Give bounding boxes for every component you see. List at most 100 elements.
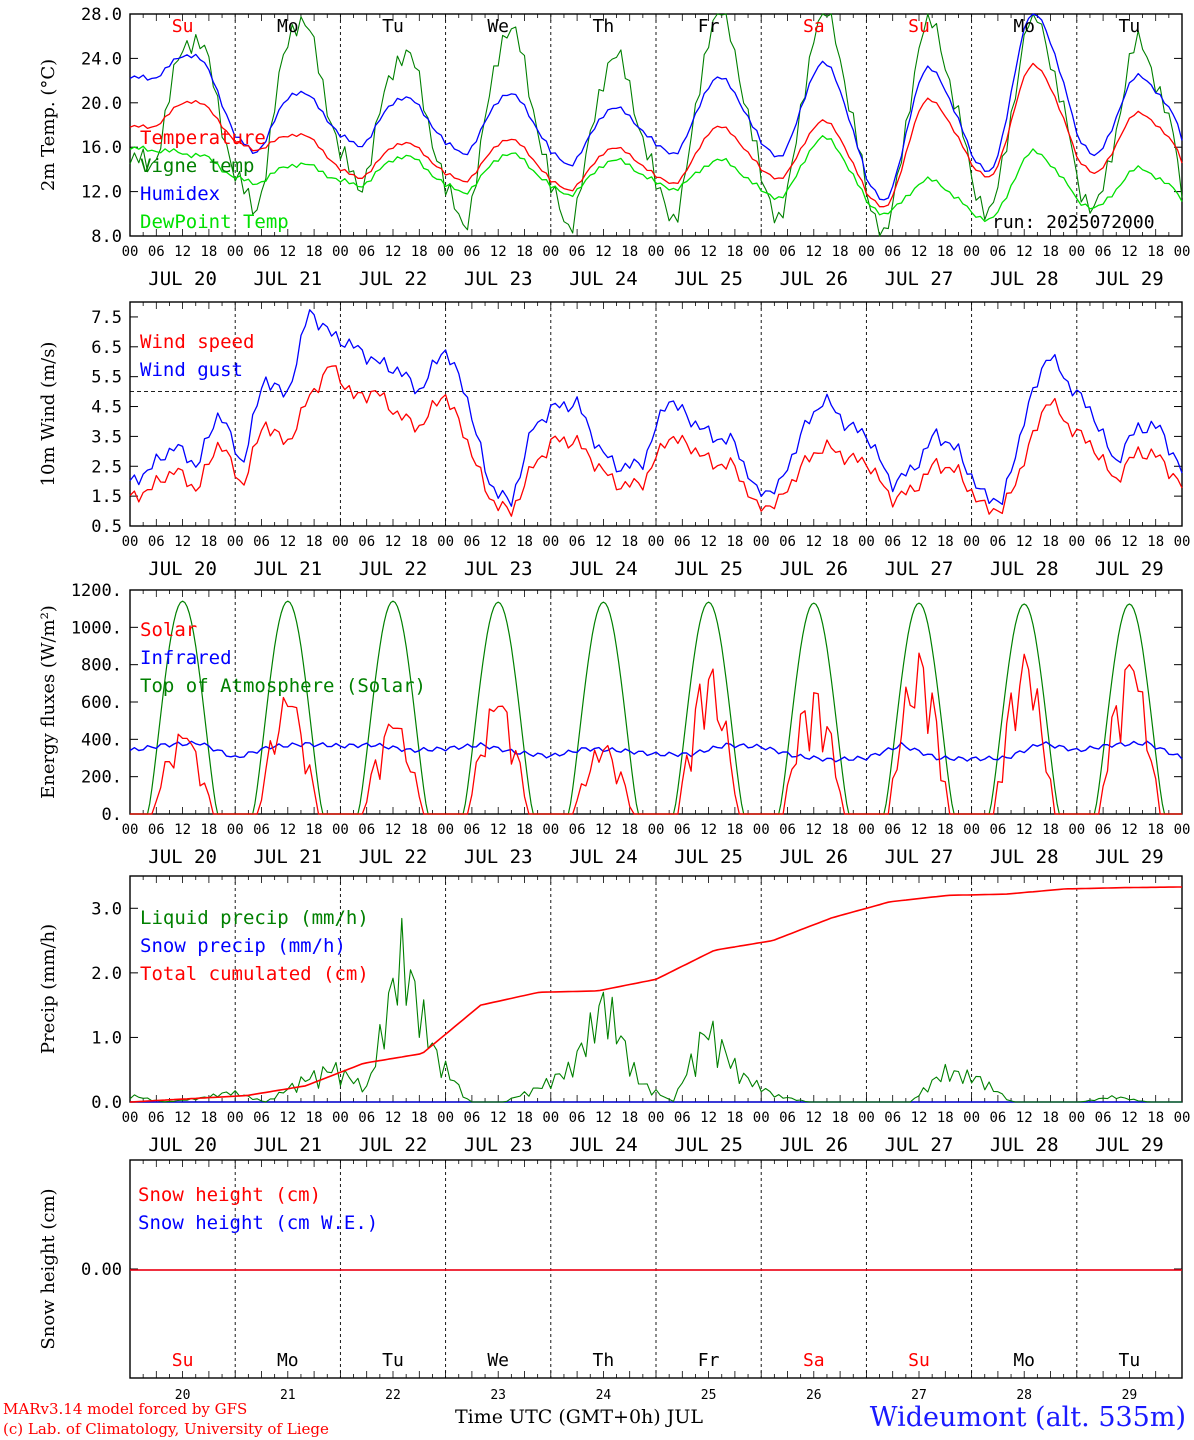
weekday-label: We	[487, 1350, 509, 1371]
hour-tick-label: 18	[411, 534, 428, 550]
weekday-label: Tu	[1119, 1350, 1141, 1371]
hour-tick-label: 12	[700, 534, 717, 550]
day-number: 25	[701, 1388, 717, 1403]
hour-tick-label: 00	[1068, 1110, 1085, 1126]
hour-tick-label: 06	[674, 534, 691, 550]
hour-tick-label: 06	[148, 534, 165, 550]
hour-tick-label: 00	[858, 244, 875, 260]
day-label: JUL 20	[148, 846, 217, 868]
hour-tick-label: 12	[911, 822, 928, 838]
day-number: 20	[175, 1388, 191, 1403]
hour-tick-label: 18	[306, 244, 323, 260]
y-tick-label: 12.0	[81, 183, 122, 203]
legend-entry: Humidex	[140, 183, 220, 205]
hour-tick-label: 00	[227, 244, 244, 260]
day-label: JUL 21	[253, 1134, 322, 1156]
y-tick-label: 800.	[81, 656, 122, 676]
day-label: JUL 28	[990, 558, 1059, 580]
hour-tick-label: 12	[911, 534, 928, 550]
y-tick-label: 5.5	[91, 368, 122, 388]
weekday-label: Mo	[277, 1350, 299, 1371]
run-annotation: run: 2025072000	[992, 212, 1155, 233]
weekday-label: Th	[593, 16, 615, 37]
series-solar	[130, 652, 1182, 815]
day-label: JUL 28	[990, 268, 1059, 290]
hour-tick-label: 06	[569, 1110, 586, 1126]
hour-tick-label: 06	[989, 1110, 1006, 1126]
y-axis-label: 10m Wind (m/s)	[38, 342, 59, 487]
hour-tick-label: 06	[779, 534, 796, 550]
hour-tick-label: 06	[779, 1110, 796, 1126]
day-label: JUL 26	[779, 1134, 848, 1156]
hour-tick-label: 06	[989, 534, 1006, 550]
hour-tick-label: 00	[542, 534, 559, 550]
y-tick-label: 24.0	[81, 49, 122, 69]
weekday-label: Mo	[1013, 1350, 1035, 1371]
y-tick-label: 0.00	[81, 1260, 122, 1280]
hour-tick-label: 00	[648, 822, 665, 838]
day-label: JUL 22	[359, 846, 428, 868]
hour-tick-label: 00	[963, 244, 980, 260]
hour-tick-label: 06	[253, 244, 270, 260]
hour-tick-label: 12	[1121, 1110, 1138, 1126]
panel-3: Energy fluxes (W/m²) 0. 200. 400. 600. 800. 10…	[38, 581, 1190, 868]
hour-tick-label: 18	[411, 822, 428, 838]
hour-tick-label: 06	[674, 822, 691, 838]
hour-tick-label: 12	[1016, 822, 1033, 838]
day-label: JUL 21	[253, 268, 322, 290]
hour-tick-label: 18	[726, 822, 743, 838]
hour-tick-label: 00	[648, 244, 665, 260]
hour-tick-label: 18	[200, 1110, 217, 1126]
hour-tick-label: 18	[832, 244, 849, 260]
hour-tick-label: 18	[621, 534, 638, 550]
hour-tick-label: 18	[1147, 822, 1164, 838]
hour-tick-label: 00	[1068, 534, 1085, 550]
legend-entry: Top of Atmosphere (Solar)	[140, 675, 426, 697]
hour-tick-label: 12	[174, 244, 191, 260]
hour-tick-label: 12	[279, 1110, 296, 1126]
y-axis-label: 2m Temp. (°C)	[38, 59, 59, 191]
hour-tick-label: 00	[122, 1110, 139, 1126]
hour-tick-label: 12	[490, 822, 507, 838]
day-number: 22	[385, 1388, 401, 1403]
hour-tick-label: 06	[779, 822, 796, 838]
hour-tick-label: 00	[122, 534, 139, 550]
legend-entry: Snow precip (mm/h)	[140, 935, 346, 957]
hour-tick-label: 18	[726, 534, 743, 550]
hour-tick-label: 12	[700, 1110, 717, 1126]
day-label: JUL 29	[1095, 268, 1164, 290]
day-number: 26	[806, 1388, 822, 1403]
hour-tick-label: 00	[122, 244, 139, 260]
y-axis-label: Snow height (cm)	[38, 1188, 59, 1349]
hour-tick-label: 18	[937, 244, 954, 260]
hour-tick-label: 06	[1095, 534, 1112, 550]
hour-tick-label: 12	[805, 1110, 822, 1126]
hour-tick-label: 18	[411, 244, 428, 260]
hour-tick-label: 00	[963, 534, 980, 550]
weekday-label: Tu	[1119, 16, 1141, 37]
hour-tick-label: 00	[1068, 822, 1085, 838]
day-label: JUL 29	[1095, 1134, 1164, 1156]
day-label: JUL 23	[464, 1134, 533, 1156]
hour-tick-label: 06	[1095, 1110, 1112, 1126]
hour-tick-label: 00	[332, 244, 349, 260]
series-humidex	[129, 13, 1183, 201]
weekday-label: Sa	[803, 16, 825, 37]
hour-tick-label: 18	[1147, 244, 1164, 260]
hour-tick-label: 12	[805, 534, 822, 550]
hour-tick-label: 12	[1016, 244, 1033, 260]
hour-tick-label: 12	[595, 1110, 612, 1126]
legend-entry: Wind speed	[140, 331, 254, 353]
day-label: JUL 27	[885, 558, 954, 580]
legend-entry: Snow height (cm W.E.)	[138, 1212, 378, 1234]
legend-entry: Snow height (cm)	[138, 1184, 321, 1206]
hour-tick-label: 12	[1121, 822, 1138, 838]
hour-tick-label: 18	[1042, 1110, 1059, 1126]
hour-tick-label: 00	[542, 1110, 559, 1126]
legend-entry: Wind gust	[140, 359, 243, 381]
hour-tick-label: 12	[805, 822, 822, 838]
hour-tick-label: 12	[805, 244, 822, 260]
hour-tick-label: 06	[148, 244, 165, 260]
series-infrared	[129, 740, 1183, 763]
legend-entry: Infrared	[140, 647, 232, 669]
